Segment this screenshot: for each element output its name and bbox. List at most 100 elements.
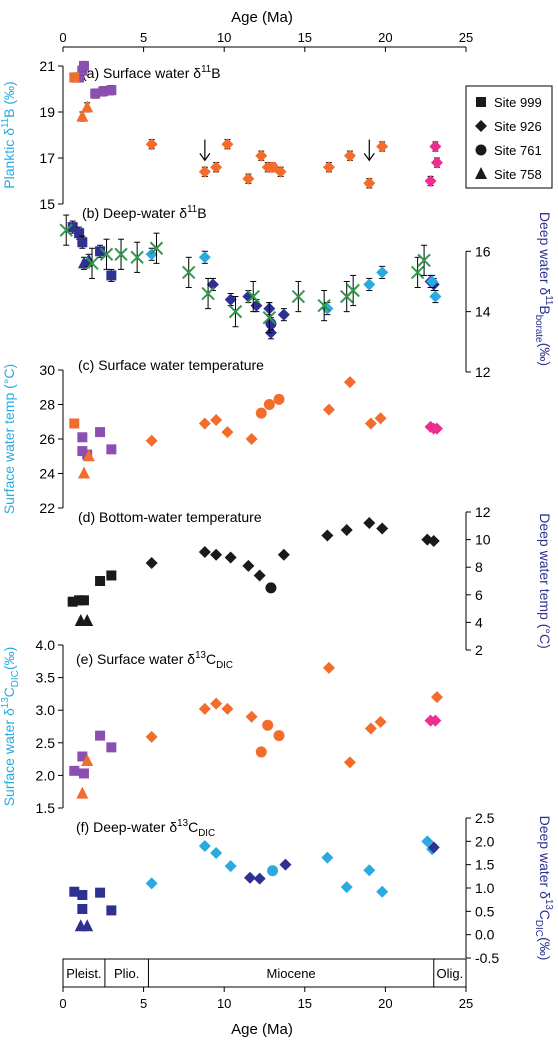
data-point (363, 517, 376, 530)
data-point (343, 149, 356, 162)
data-point (242, 172, 255, 185)
y-tick-label: 1.5 (475, 857, 495, 873)
data-point (273, 393, 285, 405)
data-point (277, 548, 290, 561)
data-point (90, 88, 101, 99)
data-point (322, 403, 335, 416)
data-point (277, 308, 290, 321)
data-point (210, 161, 223, 174)
data-point (77, 237, 88, 248)
top-x-tick-label: 5 (140, 30, 147, 45)
legend-label: Site 926 (494, 119, 542, 134)
data-point (198, 417, 211, 430)
y-tick-label: 28 (39, 397, 55, 413)
data-point (262, 719, 274, 731)
arrow-marker (199, 139, 211, 162)
y-tick-label: 4 (475, 614, 483, 630)
data-point (363, 864, 376, 877)
y-tick-label: 3.0 (36, 702, 56, 718)
panel-d: 2 4 6 8 10 12 (d) Bottom-water temperature (67, 504, 491, 658)
y-axis-label-d: Deep water temp (°C) (537, 513, 553, 649)
y-tick-label: 2.5 (475, 810, 495, 826)
data-point (106, 570, 117, 581)
data-point (426, 275, 439, 288)
data-point (145, 877, 158, 890)
data-point (81, 100, 94, 113)
data-point (245, 433, 258, 445)
data-point (98, 86, 109, 97)
data-point (198, 165, 211, 178)
data-point (410, 265, 425, 280)
data-point (321, 529, 334, 542)
data-point (221, 426, 234, 439)
data-point (81, 919, 94, 932)
y-tick-label: 3.5 (36, 670, 56, 686)
data-point (263, 399, 275, 410)
panel-title-d: (d) Bottom-water temperature (78, 509, 262, 525)
data-point (145, 138, 158, 151)
y-tick-label: 2 (475, 642, 483, 658)
panel-a: 15 17 19 21 (a) Surface water δ11B (39, 58, 443, 212)
data-point (198, 840, 211, 852)
top-x-tick-label: 0 (59, 30, 66, 45)
y-tick-label: 24 (39, 466, 55, 482)
data-point (364, 722, 377, 735)
y-tick-label: 10 (475, 532, 491, 548)
data-point (374, 715, 387, 728)
y-tick-label: 14 (475, 304, 491, 320)
data-point (114, 247, 128, 261)
y-tick-label: 8 (475, 559, 483, 575)
data-point (77, 751, 88, 762)
panel-title-f: (f) Deep-water δ13CDIC (76, 818, 215, 839)
data-point (76, 109, 89, 122)
bottom-x-tick-label: 5 (140, 996, 147, 1011)
data-point (81, 754, 94, 767)
legend-marker-triangle (475, 167, 487, 179)
epoch-label: Pleist. (66, 966, 101, 981)
data-point (421, 835, 434, 848)
data-point (145, 557, 158, 570)
legend-label: Site 758 (494, 167, 542, 182)
y-tick-label: 16 (475, 243, 491, 259)
bottom-x-tick-label: 10 (217, 996, 231, 1011)
arrow-marker (363, 139, 375, 162)
data-point (340, 881, 353, 894)
data-point (343, 376, 356, 389)
data-point (376, 522, 389, 535)
data-point (210, 847, 223, 859)
y-tick-label: 1.5 (36, 800, 56, 816)
data-point (250, 299, 263, 312)
data-point (374, 412, 387, 425)
data-point (95, 246, 106, 257)
panel-e: 1.5 2.0 2.5 3.0 3.5 4.0 (e) Surface water δ13C… (36, 637, 443, 816)
y-tick-label: 1.0 (475, 880, 495, 896)
panel-title-a: (a) Surface water δ11B (82, 64, 221, 81)
data-point (291, 289, 306, 304)
data-point (145, 434, 158, 447)
labels-layer: Planktic δ11B (‰) Deep water δ11Bborate (… (0, 81, 554, 960)
y-axis-label-f: Deep water δ13CDIC (‰) (533, 816, 554, 961)
data-point (82, 449, 95, 462)
top-age-axis: Age (Ma) (63, 9, 466, 48)
y-tick-label: 4.0 (36, 637, 56, 653)
data-point (279, 858, 292, 871)
y-tick-label: 2.0 (475, 833, 495, 849)
data-point (429, 290, 442, 303)
data-point (198, 702, 211, 715)
data-point (77, 432, 88, 443)
data-point (376, 140, 389, 153)
data-point (221, 138, 234, 151)
epoch-bar-frame (62, 958, 467, 988)
data-point (430, 422, 443, 435)
data-point (182, 265, 196, 280)
data-point (417, 253, 431, 268)
y-tick-label: 2.0 (36, 767, 56, 783)
data-point (243, 871, 256, 884)
y-axis-label-c: Surface water temp (°C) (1, 364, 17, 514)
bottom-x-tick-label: 0 (59, 996, 66, 1011)
data-point (424, 175, 437, 187)
panel-title-e: (e) Surface water δ13CDIC (76, 650, 233, 671)
epoch-label: Miocene (267, 966, 316, 981)
data-point (130, 250, 144, 265)
